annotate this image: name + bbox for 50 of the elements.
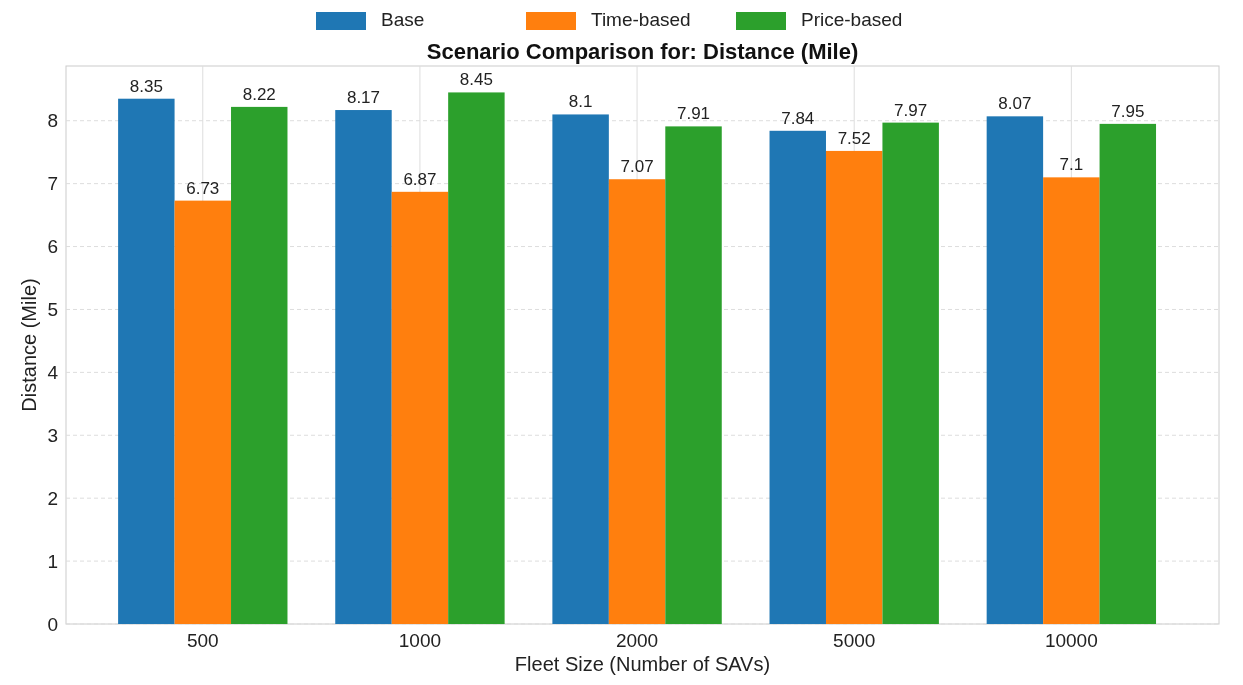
bar: [986, 116, 1044, 624]
data-label: 7.84: [781, 108, 815, 128]
data-label: 8.17: [346, 88, 381, 108]
bar: [335, 110, 392, 624]
data-label: 7.1: [1059, 155, 1084, 175]
bar: [665, 126, 722, 624]
y-tick-label: 7: [47, 173, 58, 195]
data-label: 8.45: [459, 70, 493, 90]
bar: [1043, 177, 1100, 624]
y-tick-label: 1: [47, 550, 58, 572]
y-tick-label: 5: [47, 299, 58, 321]
data-label: 6.87: [403, 169, 437, 189]
bar: [448, 92, 505, 624]
x-tick-label: 500: [186, 630, 219, 651]
bar: [1099, 123, 1157, 624]
data-label: 7.95: [1111, 101, 1145, 121]
data-label: 6.73: [186, 178, 220, 198]
x-tick-label: 5000: [833, 630, 876, 651]
bar: [825, 150, 883, 624]
y-tick-label: 4: [47, 362, 59, 384]
data-label: 8.1: [568, 92, 593, 112]
bar: [391, 191, 449, 624]
y-tick-label: 2: [47, 487, 58, 509]
legend-label: Base: [381, 9, 425, 30]
y-tick-label: 0: [47, 613, 58, 635]
legend-label: Time-based: [591, 9, 691, 30]
x-axis-title: Fleet Size (Number of SAVs): [514, 653, 771, 675]
y-tick-label: 3: [47, 424, 58, 446]
data-label: 8.35: [129, 76, 163, 96]
bar: [174, 200, 232, 624]
data-label: 7.91: [676, 104, 711, 124]
bar: [231, 106, 288, 624]
data-label: 8.22: [242, 84, 276, 104]
bar: [882, 122, 939, 624]
data-label: 7.52: [837, 128, 871, 148]
y-tick-label: 8: [47, 110, 58, 132]
x-tick-label: 2000: [615, 630, 659, 651]
data-label: 8.07: [998, 94, 1032, 114]
bar: [608, 179, 666, 624]
x-tick-label: 10000: [1044, 630, 1098, 651]
bar: [769, 130, 826, 624]
bar: [552, 114, 609, 624]
data-label: 7.97: [894, 100, 928, 120]
x-tick-label: 1000: [398, 630, 442, 651]
data-label: 7.07: [620, 157, 654, 177]
bar: [118, 98, 175, 624]
y-tick-label: 6: [47, 236, 58, 258]
y-axis-title: Distance (Mile): [18, 278, 40, 412]
legend-label: Price-based: [801, 9, 903, 30]
chart-title: Scenario Comparison for: Distance (Mile): [426, 39, 859, 64]
